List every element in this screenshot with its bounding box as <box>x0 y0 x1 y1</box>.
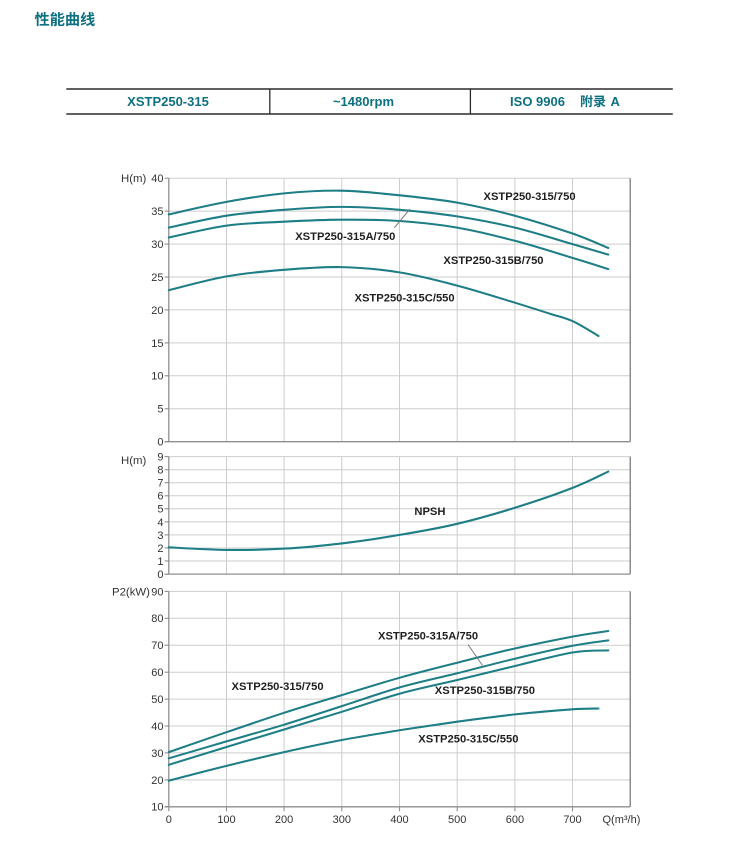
svg-text:5: 5 <box>157 504 163 516</box>
svg-text:NPSH: NPSH <box>414 506 445 518</box>
svg-text:XSTP250-315A/750: XSTP250-315A/750 <box>378 630 478 642</box>
svg-text:ISO 9906: ISO 9906 <box>510 94 565 109</box>
svg-text:25: 25 <box>151 272 163 284</box>
svg-text:15: 15 <box>151 338 163 350</box>
svg-text:600: 600 <box>506 814 524 826</box>
svg-text:200: 200 <box>275 814 293 826</box>
svg-text:1: 1 <box>157 556 163 568</box>
svg-text:400: 400 <box>390 814 408 826</box>
svg-text:500: 500 <box>448 814 466 826</box>
svg-text:100: 100 <box>217 814 235 826</box>
svg-text:7: 7 <box>157 478 163 490</box>
svg-text:XSTP250-315A/750: XSTP250-315A/750 <box>295 231 395 243</box>
svg-text:9: 9 <box>157 452 163 464</box>
svg-text:4: 4 <box>157 517 163 529</box>
svg-text:10: 10 <box>151 802 163 814</box>
svg-text:40: 40 <box>151 721 163 733</box>
svg-text:XSTP250-315/750: XSTP250-315/750 <box>484 191 576 203</box>
svg-text:5: 5 <box>157 404 163 416</box>
svg-text:40: 40 <box>151 173 163 185</box>
svg-text:XSTP250-315/750: XSTP250-315/750 <box>232 681 324 693</box>
svg-text:300: 300 <box>333 814 351 826</box>
svg-text:XSTP250-315C/550: XSTP250-315C/550 <box>418 733 518 745</box>
svg-text:30: 30 <box>151 748 163 760</box>
svg-text:P2(kW): P2(kW) <box>112 586 150 598</box>
svg-text:XSTP250-315: XSTP250-315 <box>127 94 209 109</box>
svg-text:XSTP250-315C/550: XSTP250-315C/550 <box>355 293 455 305</box>
svg-text:6: 6 <box>157 491 163 503</box>
svg-text:50: 50 <box>151 694 163 706</box>
svg-text:35: 35 <box>151 206 163 218</box>
svg-text:0: 0 <box>157 569 163 581</box>
svg-text:30: 30 <box>151 239 163 251</box>
svg-text:~1480rpm: ~1480rpm <box>333 94 394 109</box>
svg-text:60: 60 <box>151 667 163 679</box>
svg-text:20: 20 <box>151 775 163 787</box>
svg-text:70: 70 <box>151 640 163 652</box>
svg-text:0: 0 <box>166 814 172 826</box>
svg-text:H(m): H(m) <box>121 455 147 467</box>
svg-text:XSTP250-315B/750: XSTP250-315B/750 <box>443 255 543 267</box>
svg-text:2: 2 <box>157 543 163 555</box>
svg-text:80: 80 <box>151 613 163 625</box>
svg-text:3: 3 <box>157 530 163 542</box>
svg-text:XSTP250-315B/750: XSTP250-315B/750 <box>435 685 535 697</box>
svg-text:20: 20 <box>151 305 163 317</box>
svg-text:Q(m³/h): Q(m³/h) <box>603 814 641 826</box>
svg-text:H(m): H(m) <box>121 173 147 185</box>
svg-text:8: 8 <box>157 465 163 477</box>
svg-text:10: 10 <box>151 371 163 383</box>
svg-text:700: 700 <box>563 814 581 826</box>
svg-text:A: A <box>611 94 621 109</box>
svg-text:90: 90 <box>151 586 163 598</box>
svg-text:0: 0 <box>157 437 163 449</box>
